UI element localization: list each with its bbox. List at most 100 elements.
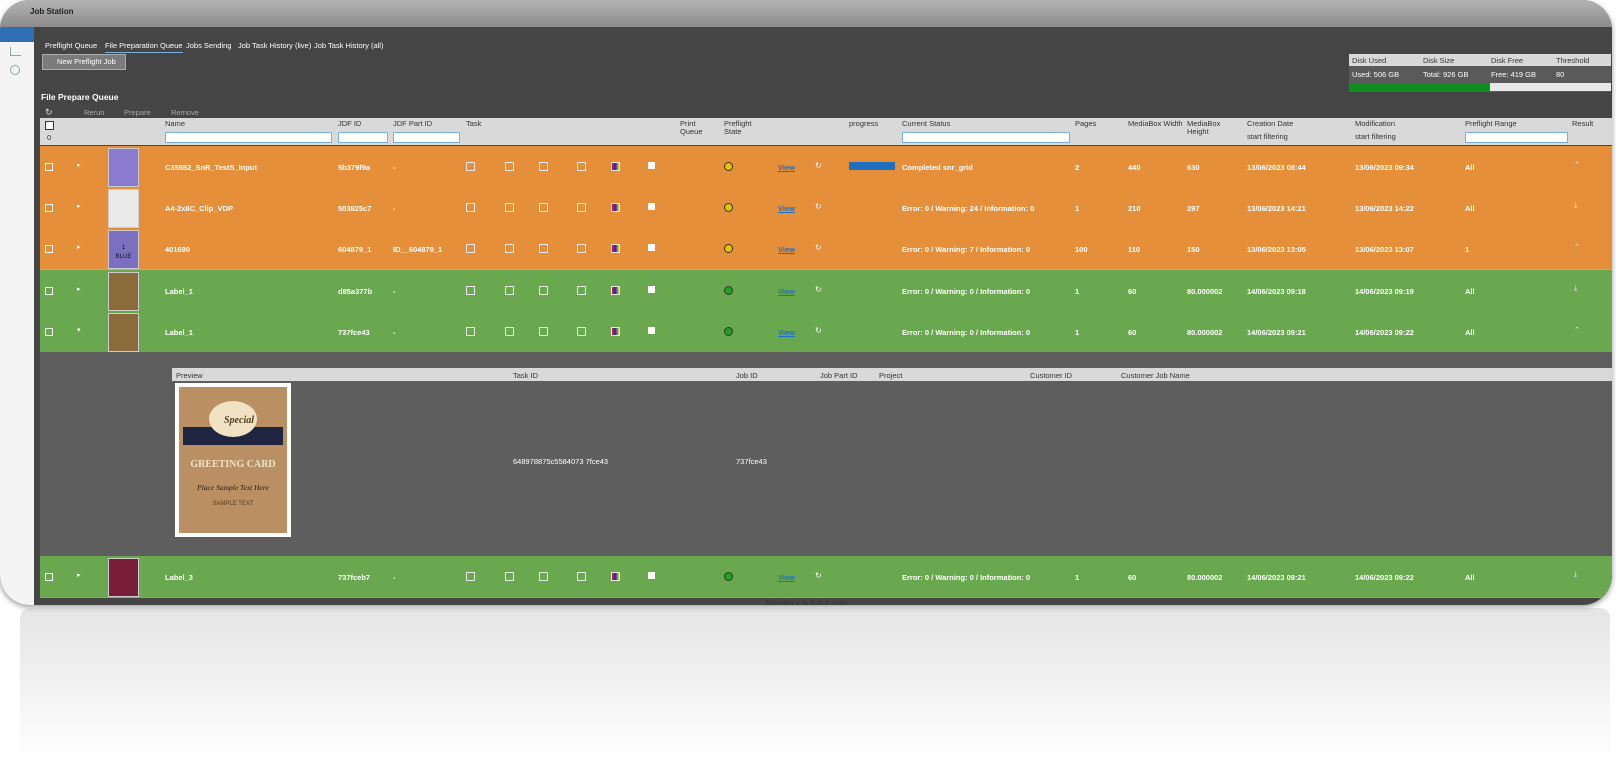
view-link[interactable]: View <box>778 163 795 172</box>
expand-toggle[interactable]: ▸ <box>77 162 81 169</box>
result-icon[interactable]: ⤓ <box>1574 202 1578 209</box>
refresh-icon[interactable]: ↻ <box>815 243 822 252</box>
task-icon[interactable] <box>505 327 514 336</box>
task-icon[interactable] <box>577 162 586 171</box>
disk-value: Free: 419 GB <box>1491 70 1537 79</box>
tab[interactable]: Job Task History (all) <box>314 41 384 50</box>
mediabox-height: 150 <box>1187 245 1200 254</box>
task-icon[interactable] <box>577 203 586 212</box>
task-icon[interactable] <box>539 244 548 253</box>
nav-active[interactable] <box>0 27 34 42</box>
row-checkbox[interactable] <box>45 287 53 295</box>
nav-chart-icon[interactable] <box>10 47 21 56</box>
jdf-part-id: - <box>393 163 396 172</box>
task-icon[interactable] <box>577 327 586 336</box>
task-icon[interactable] <box>611 162 620 171</box>
task-icon[interactable] <box>648 203 655 210</box>
result-icon[interactable]: ⌃ <box>1574 162 1580 169</box>
jdf-id: 604879_1 <box>338 245 372 254</box>
view-link[interactable]: View <box>778 328 795 337</box>
filter-input[interactable] <box>165 132 332 143</box>
mediabox-width: 110 <box>1128 245 1141 254</box>
new-job-button[interactable]: New Preflight Job <box>42 54 126 70</box>
toolbar-button[interactable]: Rerun <box>84 108 105 117</box>
view-link[interactable]: View <box>778 245 795 254</box>
task-icon[interactable] <box>505 286 514 295</box>
row-checkbox[interactable] <box>45 204 53 212</box>
task-icon[interactable] <box>577 572 586 581</box>
expand-toggle[interactable]: ▾ <box>77 327 81 334</box>
current-status: Completed snr_grid <box>902 163 973 172</box>
task-icon[interactable] <box>577 286 586 295</box>
task-icon[interactable] <box>539 203 548 212</box>
view-link[interactable]: View <box>778 287 795 296</box>
expand-toggle[interactable]: ▸ <box>77 572 81 579</box>
tab[interactable]: Preflight Queue <box>45 41 98 50</box>
table-row[interactable] <box>40 556 1612 598</box>
filter-input[interactable] <box>393 132 460 143</box>
task-icon[interactable] <box>611 327 620 336</box>
preflight-light <box>724 286 733 295</box>
task-icon[interactable] <box>611 244 620 253</box>
task-icon[interactable] <box>539 327 548 336</box>
task-icon[interactable] <box>648 286 655 293</box>
filter-input[interactable] <box>338 132 388 143</box>
task-icon[interactable] <box>539 162 548 171</box>
result-icon[interactable]: ⤓ <box>1574 285 1578 292</box>
task-icon[interactable] <box>611 203 620 212</box>
task-icon[interactable] <box>466 162 475 171</box>
task-icon[interactable] <box>577 244 586 253</box>
task-icon[interactable] <box>539 572 548 581</box>
reflection <box>20 608 1610 763</box>
task-icon[interactable] <box>466 286 475 295</box>
toolbar-button[interactable]: Prepare <box>124 108 151 117</box>
refresh-icon[interactable]: ↻ <box>815 326 822 335</box>
task-icon[interactable] <box>648 327 655 334</box>
refresh-icon[interactable]: ↻ <box>815 285 822 294</box>
row-checkbox[interactable] <box>45 573 53 581</box>
task-icon[interactable] <box>466 327 475 336</box>
tab[interactable]: Jobs Sending <box>186 41 232 50</box>
view-link[interactable]: View <box>778 573 795 582</box>
section-title: File Prepare Queue <box>41 92 119 102</box>
name: Label_1 <box>165 328 193 337</box>
table-row[interactable] <box>40 228 1612 270</box>
expand-toggle[interactable]: ▸ <box>77 203 81 210</box>
task-icon[interactable] <box>466 203 475 212</box>
tab[interactable]: File Preparation Queue <box>105 41 183 53</box>
filter-input[interactable] <box>902 132 1070 143</box>
filter-input[interactable] <box>1465 132 1568 143</box>
row-checkbox[interactable] <box>45 245 53 253</box>
expand-toggle[interactable]: ▸ <box>77 244 81 251</box>
column-header: Current Status <box>902 119 951 128</box>
task-icon[interactable] <box>648 572 655 579</box>
expand-toggle[interactable]: ▸ <box>77 286 81 293</box>
refresh-icon[interactable]: ↻ <box>815 161 822 170</box>
task-icon[interactable] <box>505 244 514 253</box>
task-icon[interactable] <box>648 162 655 169</box>
view-link[interactable]: View <box>778 204 795 213</box>
row-checkbox[interactable] <box>45 328 53 336</box>
table-row[interactable] <box>40 187 1612 229</box>
result-icon[interactable]: ⌃ <box>1574 327 1580 334</box>
task-icon[interactable] <box>505 162 514 171</box>
refresh-icon[interactable]: ↻ <box>815 571 822 580</box>
row-checkbox[interactable] <box>45 163 53 171</box>
task-icon[interactable] <box>648 244 655 251</box>
tab[interactable]: Job Task History (live) <box>238 41 312 50</box>
task-icon[interactable] <box>505 203 514 212</box>
pages: 100 <box>1075 245 1088 254</box>
task-icon[interactable] <box>611 286 620 295</box>
detail-column-header: Job ID <box>736 371 758 380</box>
nav-settings-icon[interactable] <box>10 65 20 75</box>
task-icon[interactable] <box>539 286 548 295</box>
task-icon[interactable] <box>466 572 475 581</box>
refresh-icon[interactable]: ↻ <box>815 202 822 211</box>
select-all[interactable] <box>45 121 54 130</box>
task-icon[interactable] <box>505 572 514 581</box>
task-icon[interactable] <box>466 244 475 253</box>
task-icon[interactable] <box>611 572 620 581</box>
result-icon[interactable]: ⌃ <box>1574 244 1580 251</box>
result-icon[interactable]: ⤓ <box>1574 571 1578 578</box>
toolbar-button[interactable]: Remove <box>171 108 199 117</box>
